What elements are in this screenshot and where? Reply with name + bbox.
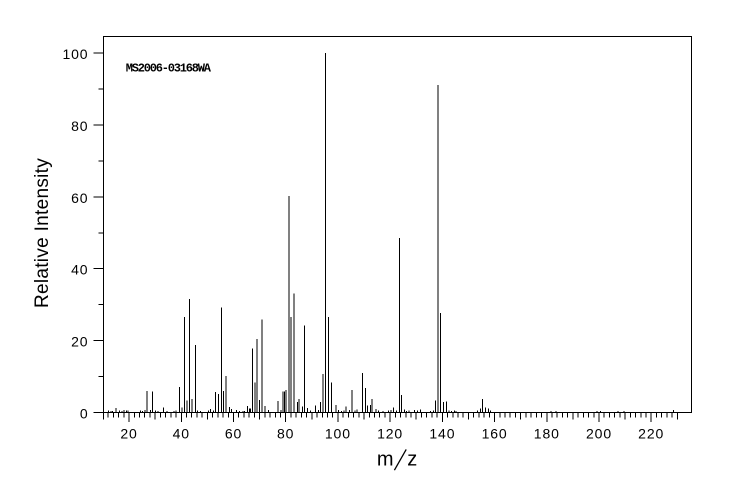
svg-text:z: z <box>407 449 417 471</box>
svg-text:160: 160 <box>482 426 508 442</box>
svg-text:60: 60 <box>71 190 88 206</box>
svg-text:m: m <box>377 449 394 471</box>
svg-text:100: 100 <box>325 426 351 442</box>
svg-text:0: 0 <box>80 405 89 421</box>
svg-text:40: 40 <box>71 262 88 278</box>
svg-text:40: 40 <box>173 426 190 442</box>
svg-text:Relative Intensity: Relative Intensity <box>32 158 53 308</box>
svg-text:80: 80 <box>71 118 88 134</box>
svg-text:180: 180 <box>534 426 560 442</box>
svg-text:200: 200 <box>586 426 612 442</box>
svg-text:MS2006-03168WA: MS2006-03168WA <box>126 62 212 76</box>
svg-text:20: 20 <box>120 426 137 442</box>
svg-text:100: 100 <box>62 46 88 62</box>
svg-text:60: 60 <box>225 426 242 442</box>
svg-text:220: 220 <box>638 426 664 442</box>
svg-text:80: 80 <box>277 426 294 442</box>
svg-text:120: 120 <box>377 426 403 442</box>
svg-text:20: 20 <box>71 334 88 350</box>
svg-text:140: 140 <box>429 426 455 442</box>
